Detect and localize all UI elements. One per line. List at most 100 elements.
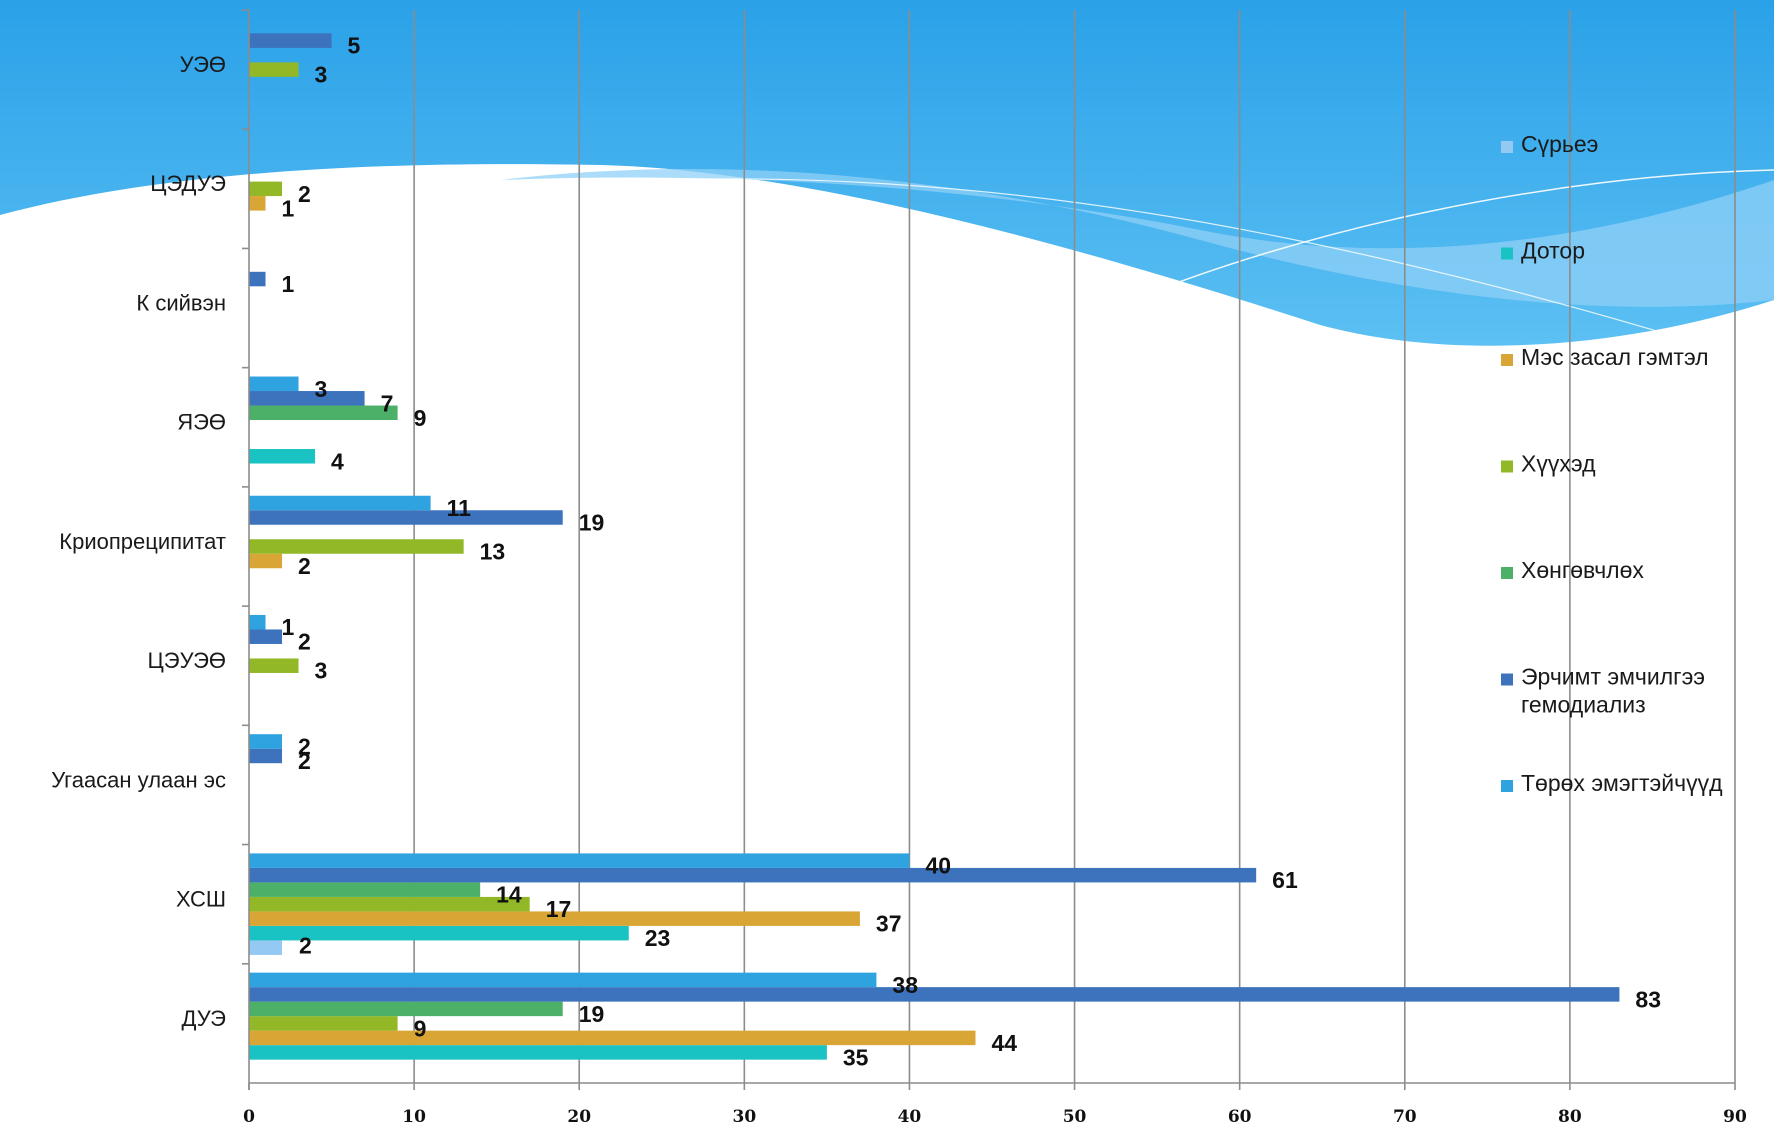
bar	[249, 376, 299, 392]
legend-label: Сүрьеэ	[1521, 131, 1598, 157]
value-label: 2	[298, 181, 311, 207]
bar	[249, 853, 910, 868]
x-tick-label: 10	[402, 1107, 426, 1127]
bar	[249, 867, 1257, 883]
x-tick-label: 40	[898, 1107, 922, 1127]
bar	[249, 539, 464, 554]
value-label: 7	[381, 390, 394, 416]
x-tick-label: 70	[1393, 1107, 1417, 1127]
legend-swatch	[1501, 247, 1513, 260]
value-label: 38	[892, 972, 918, 998]
value-label: 2	[298, 748, 311, 774]
bar	[249, 510, 563, 525]
legend-label: Эрчимт эмчилгээ гемодиализ	[1521, 664, 1705, 718]
legend-swatch	[1501, 141, 1513, 153]
value-label: 5	[348, 33, 361, 59]
bar	[249, 896, 530, 912]
category-label: К сийвэн	[136, 290, 226, 315]
value-label: 1	[282, 614, 295, 640]
x-tick-label: 60	[1228, 1107, 1252, 1127]
value-label: 3	[315, 62, 328, 88]
axes: УЭӨ ЦЭДУЭ К сийвэн ЯЭӨ Криопреципитат ЦЭУЭӨ Уг…	[51, 9, 1747, 1127]
bar	[249, 1030, 976, 1046]
value-label: 2	[298, 733, 311, 759]
bar	[249, 911, 860, 926]
category-label: ДУЭ	[182, 1006, 227, 1031]
bar	[249, 940, 283, 955]
value-label: 9	[414, 405, 427, 431]
bar	[249, 629, 283, 644]
category-label: УЭӨ	[180, 52, 226, 77]
legend-swatch	[1501, 460, 1513, 473]
value-label: 19	[579, 1001, 605, 1027]
bar	[249, 882, 481, 897]
bar	[249, 196, 266, 211]
category-label: ЯЭӨ	[177, 410, 226, 435]
value-label: 3	[315, 376, 328, 402]
legend-swatch	[1501, 567, 1513, 579]
value-label: 44	[991, 1030, 1017, 1056]
legend-label: Хөнгөвчлөх	[1521, 557, 1644, 583]
bar	[249, 658, 299, 673]
bar	[249, 405, 398, 421]
value-label: 37	[876, 911, 902, 937]
value-label: 19	[579, 510, 605, 536]
value-label: 4	[331, 448, 344, 474]
x-tick-label: 80	[1558, 1107, 1582, 1127]
bar	[249, 748, 283, 764]
legend-swatch	[1501, 780, 1513, 792]
bar	[249, 553, 283, 569]
bar	[249, 449, 316, 464]
bar	[249, 62, 299, 77]
category-label: Криопреципитат	[59, 529, 226, 554]
value-label: 1	[282, 195, 295, 221]
value-label: 35	[843, 1044, 869, 1070]
value-label: 17	[546, 896, 572, 922]
value-label: 83	[1635, 986, 1661, 1012]
legend-label: Хүүхэд	[1521, 451, 1596, 477]
value-label: 13	[480, 539, 506, 565]
value-label: 3	[315, 658, 328, 684]
bar	[249, 33, 332, 48]
value-label: 40	[925, 853, 951, 879]
bars	[249, 33, 1620, 1060]
category-label: ХСШ	[176, 887, 226, 912]
value-label: 9	[414, 1015, 427, 1041]
bar	[249, 734, 283, 749]
bar	[249, 495, 431, 511]
bar	[249, 1045, 827, 1060]
x-tick-label: 50	[1063, 1107, 1087, 1127]
x-tick-label: 20	[567, 1107, 591, 1127]
bar	[249, 1016, 398, 1031]
legend-label: Дотор	[1521, 238, 1585, 264]
bar	[249, 972, 877, 988]
bar	[249, 391, 365, 406]
value-label: 1	[282, 271, 295, 297]
bar	[249, 987, 1620, 1002]
bar	[249, 925, 629, 941]
legend-swatch	[1501, 673, 1513, 686]
category-label: Угаасан улаан эс	[51, 767, 226, 792]
x-tick-label: 30	[732, 1107, 756, 1127]
bar	[249, 614, 266, 630]
value-label: 2	[298, 629, 311, 655]
legend-label: Мэс засал гэмтэл	[1521, 344, 1709, 370]
value-label: 2	[298, 553, 311, 579]
bar	[249, 1001, 563, 1017]
legend: Сүрьеэ Дотор Мэс засал гэмтэл Хүүхэд Хөнгөвч…	[1501, 131, 1723, 796]
x-tick-label: 90	[1723, 1107, 1747, 1127]
bar	[249, 271, 266, 287]
x-tick-label: 0	[243, 1107, 255, 1127]
category-label: ЦЭУЭӨ	[147, 648, 226, 673]
value-label: 23	[645, 925, 671, 951]
legend-label: Төрөх эмэгтэйчүүд	[1521, 770, 1723, 796]
value-label: 11	[447, 495, 472, 521]
value-label: 2	[299, 933, 312, 959]
category-label: ЦЭДУЭ	[150, 171, 226, 196]
value-label: 61	[1272, 867, 1298, 893]
bar	[249, 181, 283, 197]
legend-swatch	[1501, 354, 1513, 366]
